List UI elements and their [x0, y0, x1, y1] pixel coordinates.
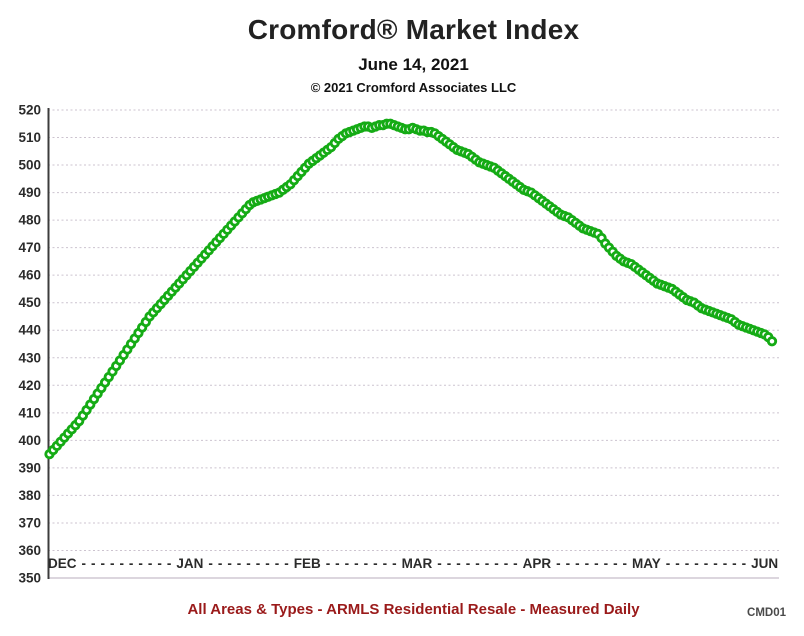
- y-axis-tick-label: 520: [18, 103, 41, 118]
- x-axis-dash: -: [713, 556, 718, 571]
- y-axis-tick-label: 390: [18, 460, 41, 475]
- x-axis-dash: -: [465, 556, 471, 571]
- y-axis-tick-label: 480: [18, 213, 41, 228]
- y-axis-tick-label: 380: [18, 488, 41, 503]
- x-axis-dash: -: [157, 556, 162, 571]
- x-axis-dash: -: [217, 556, 223, 571]
- x-axis-dash: -: [622, 556, 628, 571]
- x-axis-dash: -: [166, 556, 172, 571]
- x-axis-dash: -: [437, 556, 442, 571]
- x-axis-label-mar: MAR: [401, 556, 433, 571]
- x-axis-dash: -: [575, 556, 580, 571]
- y-axis-tick-label: 400: [18, 433, 41, 448]
- x-axis-dash: -: [565, 556, 571, 571]
- x-axis-dash: -: [594, 556, 599, 571]
- y-axis-tick-label: 470: [18, 240, 41, 255]
- x-axis-dash: -: [265, 556, 270, 571]
- x-axis-dash: -: [344, 556, 350, 571]
- x-axis-label-jan: JAN: [176, 556, 204, 571]
- x-axis-dash: -: [100, 556, 105, 571]
- x-axis-dash: -: [246, 556, 251, 571]
- x-axis-dash: -: [732, 556, 737, 571]
- x-axis-dash: -: [513, 556, 518, 571]
- x-axis-dash: -: [484, 556, 490, 571]
- y-axis-tick-label: 500: [18, 158, 41, 173]
- y-axis-tick-label: 490: [18, 185, 41, 200]
- x-axis-dash: -: [325, 556, 331, 571]
- x-axis-dash: -: [119, 556, 124, 571]
- x-axis-dash: -: [138, 556, 143, 571]
- page-title: Cromford® Market Index: [247, 14, 580, 45]
- y-axis-tick-label: 350: [18, 571, 41, 586]
- y-axis-tick-label: 440: [18, 323, 41, 338]
- x-axis-dash: -: [128, 556, 134, 571]
- x-axis-dash: -: [613, 556, 618, 571]
- chart-copyright: © 2021 Cromford Associates LLC: [310, 80, 517, 95]
- x-axis-dash: -: [494, 556, 499, 571]
- data-point: [766, 336, 778, 347]
- chart-date: June 14, 2021: [358, 55, 469, 74]
- y-axis-tick-label: 460: [18, 268, 41, 283]
- x-axis-dash: -: [90, 556, 96, 571]
- x-axis-dash: -: [694, 556, 699, 571]
- x-axis-dash: -: [556, 556, 561, 571]
- y-axis-tick-label: 360: [18, 543, 41, 558]
- x-axis-dash: -: [227, 556, 232, 571]
- y-axis-tick-label: 430: [18, 350, 41, 365]
- chart-canvas: 350 360 370 380 390 400 410 420 430 440 450 460 470 4…: [18, 103, 779, 586]
- x-axis-dash: -: [675, 556, 680, 571]
- x-axis-dash: -: [109, 556, 115, 571]
- x-axis-dash: -: [363, 556, 369, 571]
- x-axis-dash: -: [208, 556, 213, 571]
- x-axis-dash: -: [684, 556, 690, 571]
- x-axis-label-dec: DEC: [48, 556, 77, 571]
- x-axis-label-apr: APR: [522, 556, 552, 571]
- x-axis-dash: -: [147, 556, 153, 571]
- y-axis-tick-label: 450: [18, 295, 41, 310]
- x-axis-dash: -: [392, 556, 397, 571]
- footer-caption: All Areas & Types - ARMLS Residential Re…: [187, 601, 640, 618]
- x-axis-label-jun: JUN: [751, 556, 779, 571]
- x-axis-dash: -: [335, 556, 340, 571]
- x-axis-dash: -: [475, 556, 480, 571]
- x-axis-dash: -: [584, 556, 590, 571]
- y-axis-tick-label: 410: [18, 405, 41, 420]
- x-axis-dash: -: [503, 556, 509, 571]
- x-axis-dash: -: [703, 556, 709, 571]
- y-axis-tick-label: 370: [18, 515, 41, 530]
- x-axis-dash: -: [255, 556, 261, 571]
- x-axis-dash: -: [81, 556, 87, 571]
- x-axis-dash: -: [446, 556, 452, 571]
- x-axis-dash: -: [354, 556, 359, 571]
- y-axis-tick-label: 420: [18, 378, 41, 393]
- x-axis-dash: -: [603, 556, 609, 571]
- x-axis-label-feb: FEB: [293, 556, 321, 571]
- x-axis-dash: -: [665, 556, 671, 571]
- y-axis-tick-label: 510: [18, 130, 41, 145]
- x-axis-label-may: MAY: [632, 556, 661, 571]
- x-axis-dash: -: [382, 556, 388, 571]
- x-axis-dash: -: [373, 556, 378, 571]
- chart-code: CMD01: [747, 607, 786, 619]
- x-axis-dash: -: [236, 556, 242, 571]
- x-axis-dash: -: [274, 556, 280, 571]
- x-axis-dash: -: [456, 556, 461, 571]
- x-axis-dash: -: [284, 556, 289, 571]
- x-axis-month-labels: DEC - - - - - - - - - - JAN - - - - - - - - - FEB - - - - - - - - MAR -…: [48, 556, 779, 572]
- x-axis-dash: -: [722, 556, 728, 571]
- x-axis-dash: -: [741, 556, 747, 571]
